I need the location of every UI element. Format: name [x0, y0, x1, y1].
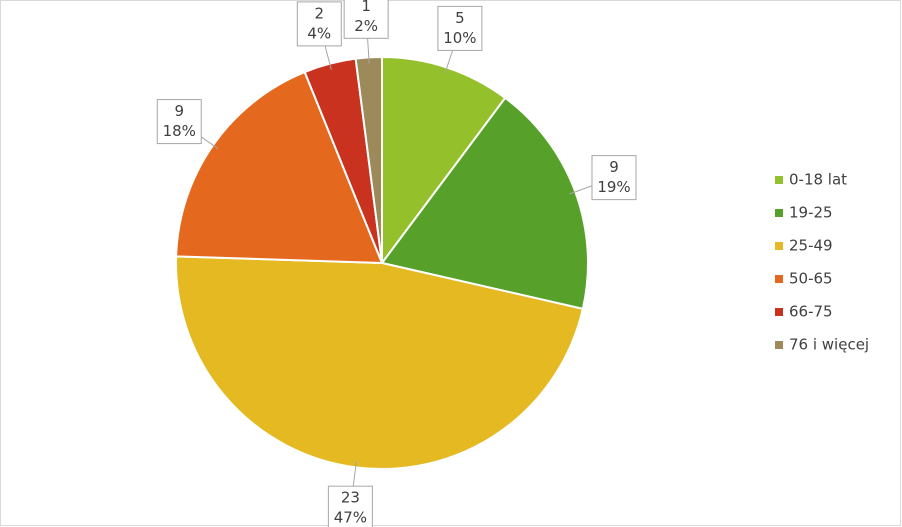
data-label-percent: 4% [307, 24, 331, 42]
data-label: 9 [174, 102, 184, 120]
data-label-box [437, 5, 483, 51]
legend-label: 0-18 lat [789, 171, 847, 189]
data-label-percent: 47% [334, 509, 367, 527]
legend-label: 25-49 [789, 237, 833, 255]
legend-swatch [775, 176, 783, 184]
data-label-box [327, 485, 373, 527]
legend-swatch [775, 275, 783, 283]
data-label-box [343, 0, 389, 39]
data-label-box [156, 99, 202, 145]
legend-label: 76 i więcej [789, 336, 869, 354]
data-label-box [591, 155, 637, 201]
legend-swatch [775, 209, 783, 217]
legend-label: 66-75 [789, 303, 833, 321]
data-label: 1 [361, 0, 371, 15]
data-label-percent: 18% [163, 122, 196, 140]
data-label: 5 [455, 9, 465, 27]
data-label-percent: 2% [354, 17, 378, 35]
data-label: 2 [315, 4, 325, 22]
legend-swatch [775, 341, 783, 349]
data-label-percent: 10% [443, 29, 476, 47]
data-label-box [296, 1, 342, 47]
legend-swatch [775, 308, 783, 316]
legend-label: 50-65 [789, 270, 833, 288]
legend-label: 19-25 [789, 204, 833, 222]
legend-swatch [775, 242, 783, 250]
data-label: 23 [341, 489, 360, 507]
data-label-percent: 19% [597, 178, 630, 196]
data-label: 9 [609, 158, 619, 176]
